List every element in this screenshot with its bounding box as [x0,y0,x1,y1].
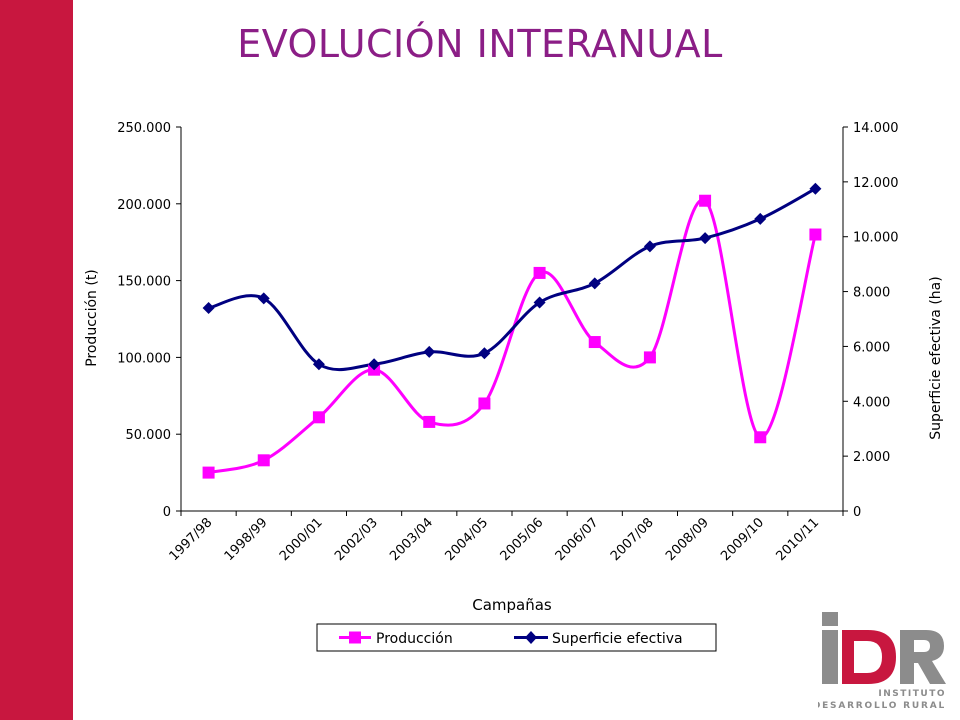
legend-box [316,623,717,652]
point-superficie [312,358,325,371]
logo-i-stem [822,630,838,684]
point-produccion [588,336,601,349]
y-right-tick-label: 8.000 [853,286,890,301]
x-tick-label: 2002/03 [332,515,381,564]
side-accent-bar [0,0,73,720]
logo-r-shape [900,630,946,684]
logo-r-inner [914,640,930,652]
y-left-tick-label: 50.000 [126,428,172,443]
y-right-tick-label: 14.000 [853,121,899,136]
chart-legend: Producción Superficie efectiva [316,623,717,652]
y-left-tick-label: 200.000 [117,198,171,213]
point-produccion [643,351,656,364]
legend-label-superficie: Superficie efectiva [552,631,683,647]
y-right-tick-label: 6.000 [853,340,890,355]
point-produccion [809,228,822,241]
y-right-tick-label: 12.000 [853,176,899,191]
point-produccion [202,466,215,479]
point-produccion [312,411,325,424]
point-superficie [643,240,656,253]
point-produccion [478,397,491,410]
point-superficie [368,358,381,371]
point-produccion [423,415,436,428]
x-tick-label: 2003/04 [387,515,436,564]
logo-d-inner [854,641,882,673]
point-superficie [478,347,491,360]
logo-line2: DESARROLLO RURAL [818,701,946,711]
point-produccion [533,266,546,279]
point-superficie [754,212,767,225]
idr-logo: INSTITUTO DESARROLLO RURAL [818,612,946,711]
logo-line1: INSTITUTO [878,689,946,699]
point-produccion [257,454,270,467]
logo-i-dot [822,612,838,626]
legend-label-produccion: Producción [376,631,453,647]
x-tick-label: 2008/09 [663,515,712,564]
x-tick-label: 2005/06 [498,515,547,564]
y-right-tick-label: 10.000 [853,231,899,246]
point-superficie [202,302,215,315]
x-axis-label: Campañas [472,596,552,614]
y-left-tick-label: 250.000 [117,121,171,136]
y-axis-right-label: Superficie efectiva (ha) [928,276,944,439]
series-markers [202,182,822,479]
y-left-tick-label: 100.000 [117,351,171,366]
x-tick-label: 1997/98 [167,515,216,564]
point-superficie [699,232,712,245]
x-tick-label: 2000/01 [277,515,326,564]
y-right-tick-label: 2.000 [853,450,890,465]
point-produccion [699,194,712,207]
point-superficie [257,292,270,305]
x-tick-label: 2006/07 [553,515,602,564]
x-tick-label: 1998/99 [222,515,271,564]
x-tick-label: 2007/08 [608,515,657,564]
x-tick-label: 2004/05 [442,515,491,564]
y-right-tick-label: 0 [853,505,861,520]
y-right-tick-label: 4.000 [853,395,890,410]
point-produccion [754,431,767,444]
series-lines [208,187,817,475]
point-superficie [533,296,546,309]
legend-swatch-superficie-marker [525,631,537,644]
x-tick-label: 2009/10 [718,515,767,564]
y-left-tick-label: 150.000 [117,275,171,290]
y-axis-left-label: Producción (t) [84,269,100,367]
point-superficie [809,182,822,195]
page-title: EVOLUCIÓN INTERANUAL [237,22,723,66]
x-tick-label: 2010/11 [773,515,822,564]
series-line-produccion [208,198,817,475]
point-superficie [423,345,436,358]
y-left-tick-label: 0 [163,505,171,520]
legend-swatch-produccion-marker [349,631,361,644]
point-superficie [588,277,601,290]
